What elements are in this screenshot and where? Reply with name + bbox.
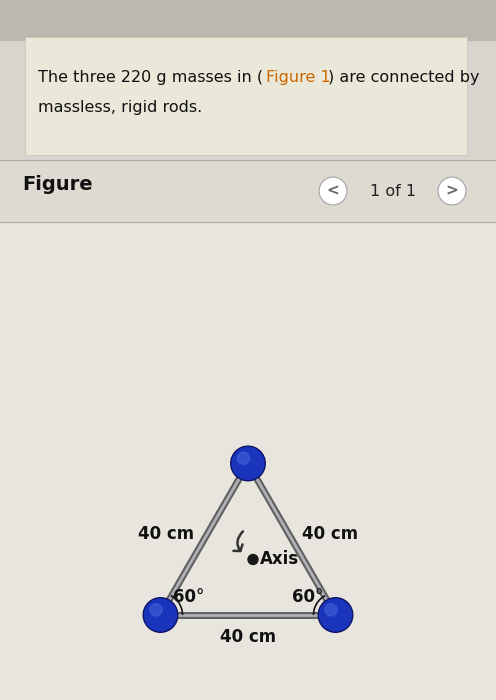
Circle shape xyxy=(438,177,466,205)
Circle shape xyxy=(150,604,162,616)
Circle shape xyxy=(325,604,337,616)
Text: 40 cm: 40 cm xyxy=(138,525,194,543)
Bar xyxy=(0,160,496,222)
Text: 60°: 60° xyxy=(292,588,323,606)
Circle shape xyxy=(318,598,353,632)
Text: Figure: Figure xyxy=(22,174,93,193)
Circle shape xyxy=(231,446,265,481)
Text: ) are connected by: ) are connected by xyxy=(328,70,480,85)
FancyBboxPatch shape xyxy=(25,37,467,155)
Bar xyxy=(0,222,496,700)
Circle shape xyxy=(319,177,347,205)
Circle shape xyxy=(144,599,177,631)
Text: massless, rigid rods.: massless, rigid rods. xyxy=(38,100,202,115)
Circle shape xyxy=(248,554,258,564)
Text: 1 of 1: 1 of 1 xyxy=(370,183,416,199)
Text: 40 cm: 40 cm xyxy=(220,628,276,646)
Circle shape xyxy=(143,598,178,632)
Circle shape xyxy=(238,452,249,464)
Text: The three 220 g masses in (: The three 220 g masses in ( xyxy=(38,70,263,85)
Text: Axis: Axis xyxy=(260,550,299,568)
Text: 60°: 60° xyxy=(173,588,204,606)
Text: <: < xyxy=(327,183,339,199)
Text: Figure 1: Figure 1 xyxy=(266,70,331,85)
Circle shape xyxy=(319,599,352,631)
Text: 40 cm: 40 cm xyxy=(302,525,358,543)
Text: >: > xyxy=(445,183,458,199)
Circle shape xyxy=(232,447,264,480)
Bar xyxy=(0,0,496,40)
